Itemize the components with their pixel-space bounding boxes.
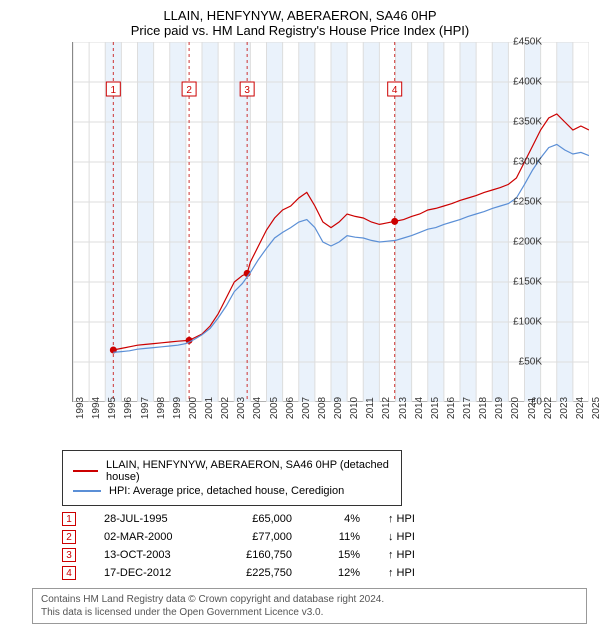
transaction-direction: ↑ HPI	[388, 549, 438, 561]
legend: LLAIN, HENFYNYW, ABERAERON, SA46 0HP (de…	[62, 450, 402, 506]
transaction-marker: 4	[62, 566, 76, 580]
x-tick-label: 2016	[446, 397, 457, 419]
svg-text:1: 1	[111, 85, 117, 96]
x-tick-label: 2001	[204, 397, 215, 419]
x-tick-label: 1997	[140, 397, 151, 419]
plot-area: 1234 £0£50K£100K£150K£200K£250K£300K£350…	[28, 42, 588, 402]
x-tick-label: 2008	[317, 397, 328, 419]
transaction-direction: ↓ HPI	[388, 531, 438, 543]
x-tick-label: 2002	[220, 397, 231, 419]
svg-text:2: 2	[186, 85, 192, 96]
y-tick-label: £150K	[513, 277, 542, 288]
y-tick-label: £350K	[513, 117, 542, 128]
x-tick-label: 1995	[107, 397, 118, 419]
legend-label: LLAIN, HENFYNYW, ABERAERON, SA46 0HP (de…	[106, 459, 391, 483]
legend-item: HPI: Average price, detached house, Cere…	[73, 485, 391, 497]
x-tick-label: 2020	[510, 397, 521, 419]
chart-container: LLAIN, HENFYNYW, ABERAERON, SA46 0HP Pri…	[0, 0, 600, 620]
x-tick-label: 2004	[252, 397, 263, 419]
x-tick-label: 2010	[349, 397, 360, 419]
x-tick-label: 2022	[543, 397, 554, 419]
transaction-row: 4 17-DEC-2012 £225,750 12% ↑ HPI	[62, 566, 588, 580]
y-tick-label: £250K	[513, 197, 542, 208]
y-tick-label: £400K	[513, 77, 542, 88]
footer-line: This data is licensed under the Open Gov…	[41, 606, 578, 619]
chart-svg: 1 2 3 4	[73, 42, 589, 402]
transaction-row: 2 02-MAR-2000 £77,000 11% ↓ HPI	[62, 530, 588, 544]
x-tick-label: 2024	[575, 397, 586, 419]
x-tick-label: 2007	[301, 397, 312, 419]
transaction-date: 28-JUL-1995	[104, 513, 194, 525]
legend-item: LLAIN, HENFYNYW, ABERAERON, SA46 0HP (de…	[73, 459, 391, 483]
x-tick-label: 2009	[333, 397, 344, 419]
y-tick-label: £450K	[513, 37, 542, 48]
transaction-pct: 4%	[320, 513, 360, 525]
transaction-row: 1 28-JUL-1995 £65,000 4% ↑ HPI	[62, 512, 588, 526]
x-tick-label: 2005	[269, 397, 280, 419]
plot: 1 2 3 4	[72, 42, 588, 402]
transaction-date: 17-DEC-2012	[104, 567, 194, 579]
transaction-marker: 3	[62, 548, 76, 562]
x-tick-label: 1998	[156, 397, 167, 419]
transaction-direction: ↑ HPI	[388, 513, 438, 525]
legend-swatch	[73, 490, 101, 492]
x-tick-label: 2019	[494, 397, 505, 419]
svg-text:4: 4	[392, 85, 398, 96]
transaction-pct: 11%	[320, 531, 360, 543]
y-tick-label: £200K	[513, 237, 542, 248]
transactions-table: 1 28-JUL-1995 £65,000 4% ↑ HPI 2 02-MAR-2000 £7…	[62, 512, 588, 580]
svg-text:3: 3	[244, 85, 250, 96]
x-tick-label: 2025	[591, 397, 600, 419]
transaction-marker: 1	[62, 512, 76, 526]
x-tick-label: 2021	[527, 397, 538, 419]
x-tick-label: 2017	[462, 397, 473, 419]
legend-label: HPI: Average price, detached house, Cere…	[109, 485, 344, 497]
transaction-pct: 15%	[320, 549, 360, 561]
x-tick-label: 2003	[236, 397, 247, 419]
x-tick-label: 2013	[398, 397, 409, 419]
y-tick-label: £50K	[519, 357, 542, 368]
y-tick-label: £100K	[513, 317, 542, 328]
transaction-price: £65,000	[222, 513, 292, 525]
y-tick-label: £300K	[513, 157, 542, 168]
transaction-date: 02-MAR-2000	[104, 531, 194, 543]
transaction-direction: ↑ HPI	[388, 567, 438, 579]
x-tick-label: 2000	[188, 397, 199, 419]
x-tick-label: 2006	[285, 397, 296, 419]
chart-title: LLAIN, HENFYNYW, ABERAERON, SA46 0HP	[12, 8, 588, 23]
transaction-marker: 2	[62, 530, 76, 544]
transaction-date: 13-OCT-2003	[104, 549, 194, 561]
x-tick-label: 2014	[414, 397, 425, 419]
transaction-price: £160,750	[222, 549, 292, 561]
transaction-price: £77,000	[222, 531, 292, 543]
x-tick-label: 1996	[123, 397, 134, 419]
chart-subtitle: Price paid vs. HM Land Registry's House …	[12, 23, 588, 38]
x-tick-label: 2023	[559, 397, 570, 419]
footer: Contains HM Land Registry data © Crown c…	[32, 588, 587, 624]
transaction-pct: 12%	[320, 567, 360, 579]
x-tick-label: 2012	[381, 397, 392, 419]
legend-swatch	[73, 470, 98, 472]
x-tick-label: 1994	[91, 397, 102, 419]
x-tick-label: 2011	[365, 397, 376, 419]
transaction-row: 3 13-OCT-2003 £160,750 15% ↑ HPI	[62, 548, 588, 562]
transaction-price: £225,750	[222, 567, 292, 579]
footer-line: Contains HM Land Registry data © Crown c…	[41, 593, 578, 606]
x-tick-label: 2018	[478, 397, 489, 419]
x-tick-label: 2015	[430, 397, 441, 419]
x-tick-label: 1993	[75, 397, 86, 419]
x-tick-label: 1999	[172, 397, 183, 419]
